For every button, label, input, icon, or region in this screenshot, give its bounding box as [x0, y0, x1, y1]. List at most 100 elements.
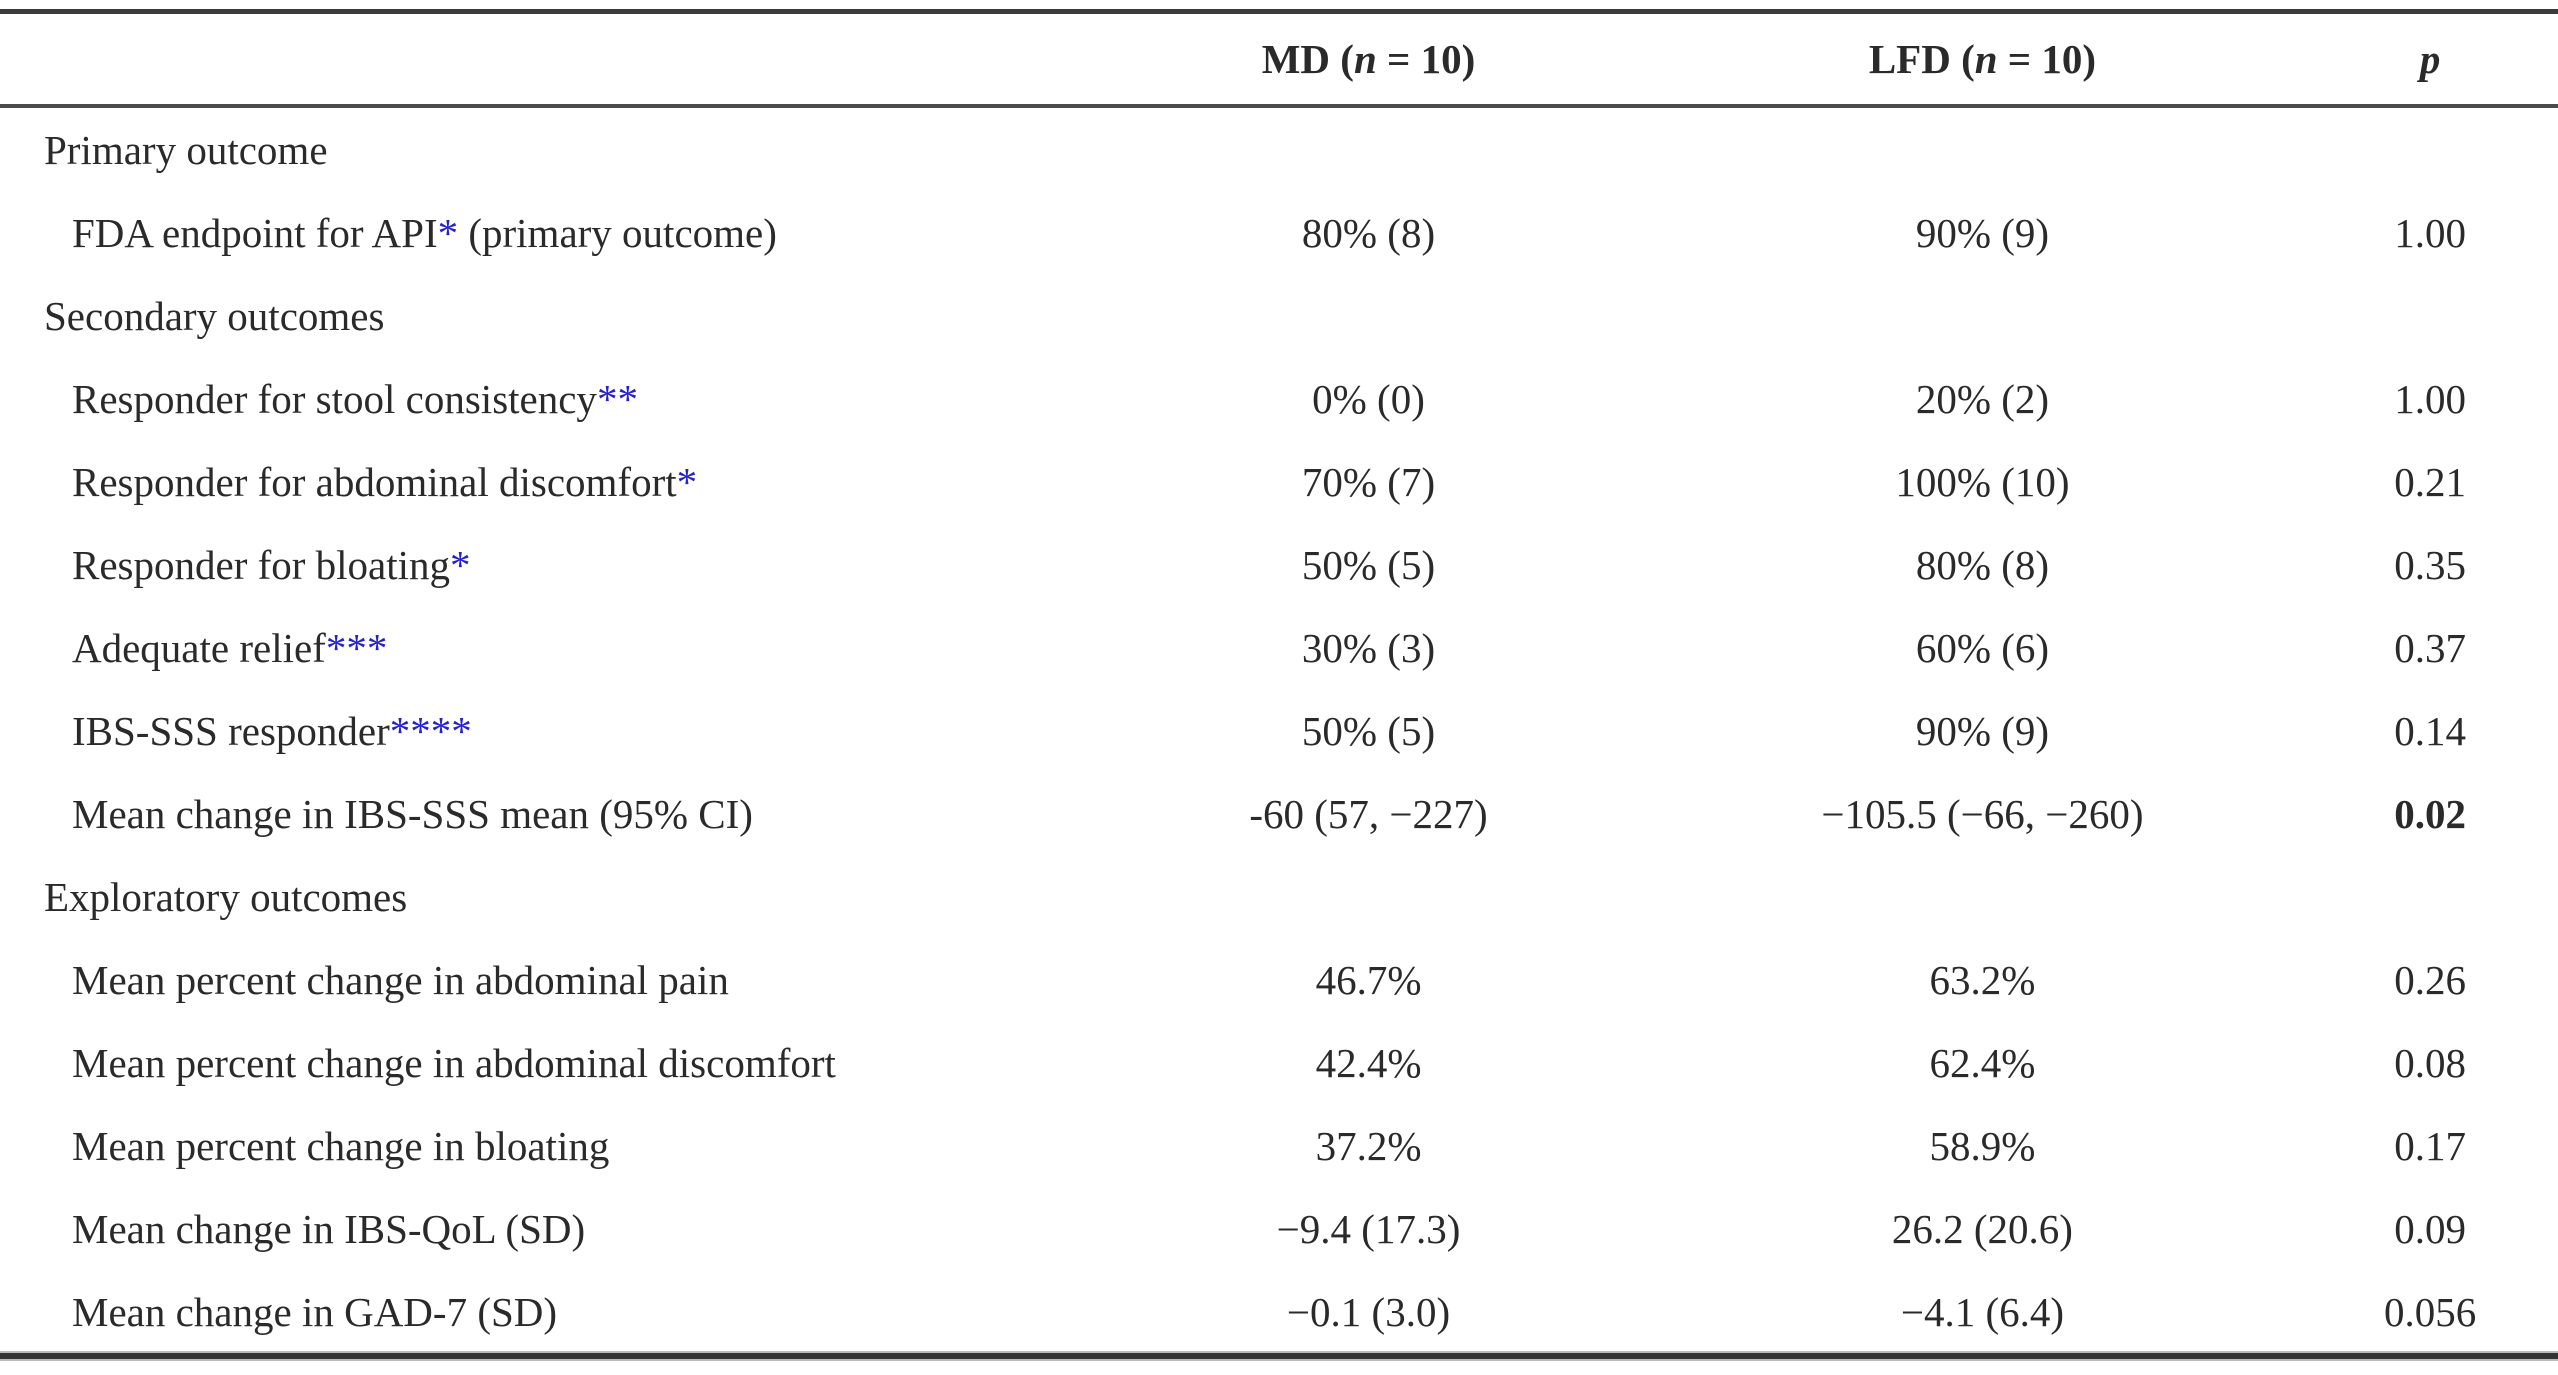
outcome-row-gad7-change: Mean change in GAD-7 (SD) −0.1 (3.0) −4.… [0, 1270, 2558, 1353]
outcome-label-text: Adequate relief [72, 624, 326, 671]
outcome-label: Responder for stool consistency** [0, 357, 1074, 440]
outcome-label-text: IBS-SSS responder [72, 707, 390, 754]
p-value-cell-significant: 0.02 [2394, 790, 2466, 837]
table-body: Primary outcome FDA endpoint for API* (p… [0, 106, 2558, 1353]
lfd-value-cell: 62.4% [1929, 1039, 2036, 1086]
lfd-value-cell: 58.9% [1929, 1122, 2036, 1169]
p-value-cell: 1.00 [2394, 209, 2466, 256]
header-p: p [2302, 14, 2558, 108]
p-value-cell: 0.26 [2394, 956, 2466, 1003]
md-value-cell: −9.4 (17.3) [1276, 1205, 1461, 1252]
lfd-value-cell: 100% (10) [1895, 458, 2070, 505]
outcome-label-text: Mean percent change in bloating [72, 1122, 610, 1169]
outcome-label: Mean percent change in abdominal pain [0, 938, 1074, 1021]
outcome-row-abdominal-discomfort-responder: Responder for abdominal discomfort* 70% … [0, 440, 2558, 523]
lfd-value-cell: −105.5 (−66, −260) [1821, 790, 2144, 837]
section-label: Exploratory outcomes [0, 855, 1074, 938]
lfd-value-cell: 60% (6) [1915, 624, 2050, 671]
md-value-cell: 50% (5) [1301, 707, 1436, 754]
outcome-row-stool-consistency: Responder for stool consistency** 0% (0)… [0, 357, 2558, 440]
footnote-asterisk: * [676, 458, 698, 505]
footnote-asterisk: *** [325, 624, 388, 671]
outcome-label: FDA endpoint for API* (primary outcome) [0, 191, 1074, 274]
md-value-cell: 80% (8) [1301, 209, 1436, 256]
p-value-cell: 0.17 [2394, 1122, 2466, 1169]
outcome-row-ibs-sss-mean-change: Mean change in IBS-SSS mean (95% CI) -60… [0, 772, 2558, 855]
lfd-value-cell: 20% (2) [1915, 375, 2050, 422]
outcome-label-text: Responder for stool consistency [72, 375, 597, 422]
header-md-n: n [1353, 36, 1377, 82]
outcomes-table-container: MD (n = 10) LFD (n = 10) p Primary outco… [0, 9, 2558, 1359]
section-label: Primary outcome [0, 106, 1074, 191]
outcome-label-text: Mean percent change in abdominal pain [72, 956, 729, 1003]
section-label: Secondary outcomes [0, 274, 1074, 357]
outcome-row-ibs-qol-change: Mean change in IBS-QoL (SD) −9.4 (17.3) … [0, 1187, 2558, 1270]
header-md-pre: MD ( [1261, 36, 1354, 82]
outcome-label: Mean percent change in bloating [0, 1104, 1074, 1187]
outcome-label: IBS-SSS responder**** [0, 689, 1074, 772]
outcome-label-text: Mean change in GAD-7 (SD) [72, 1288, 558, 1335]
outcome-label-text: Responder for bloating [72, 541, 451, 588]
p-value-cell: 0.09 [2394, 1205, 2466, 1252]
md-value-cell [1074, 106, 1662, 191]
lfd-value-cell [1663, 855, 2303, 938]
header-lfd: LFD (n = 10) [1662, 14, 2303, 108]
lfd-value-cell: 90% (9) [1915, 209, 2050, 256]
outcome-label: Mean change in IBS-SSS mean (95% CI) [0, 772, 1074, 855]
md-value-cell [1074, 855, 1662, 938]
lfd-value-cell: −4.1 (6.4) [1900, 1288, 2065, 1335]
section-row-exploratory-outcomes: Exploratory outcomes [0, 855, 2558, 938]
p-value-cell: 0.14 [2394, 707, 2466, 754]
p-value-cell [2302, 274, 2558, 357]
header-lfd-post: = 10) [1997, 36, 2097, 82]
outcome-label: Mean change in IBS-QoL (SD) [0, 1187, 1074, 1270]
p-value-cell [2302, 855, 2558, 938]
header-lfd-pre: LFD ( [1868, 36, 1975, 82]
lfd-value-cell: 90% (9) [1915, 707, 2050, 754]
md-value-cell: 37.2% [1315, 1122, 1422, 1169]
outcomes-table: MD (n = 10) LFD (n = 10) p Primary outco… [0, 14, 2558, 1353]
section-row-primary-outcome: Primary outcome [0, 106, 2558, 191]
md-value-cell: 30% (3) [1301, 624, 1436, 671]
section-label-text: Secondary outcomes [44, 292, 385, 339]
outcome-row-pct-change-bloating: Mean percent change in bloating 37.2% 58… [0, 1104, 2558, 1187]
header-row: MD (n = 10) LFD (n = 10) p [0, 14, 2558, 108]
md-value-cell: 50% (5) [1301, 541, 1436, 588]
md-value-cell: -60 (57, −227) [1249, 790, 1488, 837]
outcome-label: Mean percent change in abdominal discomf… [0, 1021, 1074, 1104]
header-md: MD (n = 10) [1074, 14, 1663, 108]
outcome-label-text: Mean percent change in abdominal discomf… [72, 1039, 836, 1086]
outcome-label-text: Mean change in IBS-SSS mean (95% CI) [72, 790, 753, 837]
p-value-cell: 0.21 [2394, 458, 2466, 505]
footnote-asterisk: * [450, 541, 471, 588]
md-value-cell: 46.7% [1315, 956, 1422, 1003]
header-empty-cell [0, 14, 1075, 108]
outcome-label: Adequate relief*** [0, 606, 1074, 689]
outcome-row-pct-change-abdominal-discomfort: Mean percent change in abdominal discomf… [0, 1021, 2558, 1104]
footnote-asterisk: * [437, 209, 459, 256]
outcome-label-text: Mean change in IBS-QoL (SD) [72, 1205, 586, 1252]
lfd-value-cell: 63.2% [1929, 956, 2036, 1003]
md-value-cell: 0% (0) [1312, 375, 1425, 422]
section-row-secondary-outcomes: Secondary outcomes [0, 274, 2558, 357]
footnote-asterisk: ** [596, 375, 638, 422]
outcome-row-adequate-relief: Adequate relief*** 30% (3) 60% (6) 0.37 [0, 606, 2558, 689]
p-value-cell [2302, 106, 2558, 191]
footnote-asterisk: **** [389, 707, 472, 754]
outcome-row-pct-change-abdominal-pain: Mean percent change in abdominal pain 46… [0, 938, 2558, 1021]
outcome-label: Mean change in GAD-7 (SD) [0, 1270, 1074, 1353]
lfd-value-cell [1663, 106, 2303, 191]
lfd-value-cell: 80% (8) [1915, 541, 2050, 588]
md-value-cell [1074, 274, 1662, 357]
outcome-label: Responder for bloating* [0, 523, 1074, 606]
header-md-post: = 10) [1376, 36, 1476, 82]
outcome-row-ibs-sss-responder: IBS-SSS responder**** 50% (5) 90% (9) 0.… [0, 689, 2558, 772]
outcome-row-bloating-responder: Responder for bloating* 50% (5) 80% (8) … [0, 523, 2558, 606]
p-value-cell: 1.00 [2394, 375, 2466, 422]
lfd-value-cell: 26.2 (20.6) [1891, 1205, 2073, 1252]
p-value-cell: 0.35 [2394, 541, 2466, 588]
outcome-label-text: Responder for abdominal discomfort [72, 458, 677, 505]
md-value-cell: 70% (7) [1301, 458, 1436, 505]
section-label-text: Primary outcome [44, 126, 328, 173]
header-lfd-n: n [1974, 36, 1998, 82]
